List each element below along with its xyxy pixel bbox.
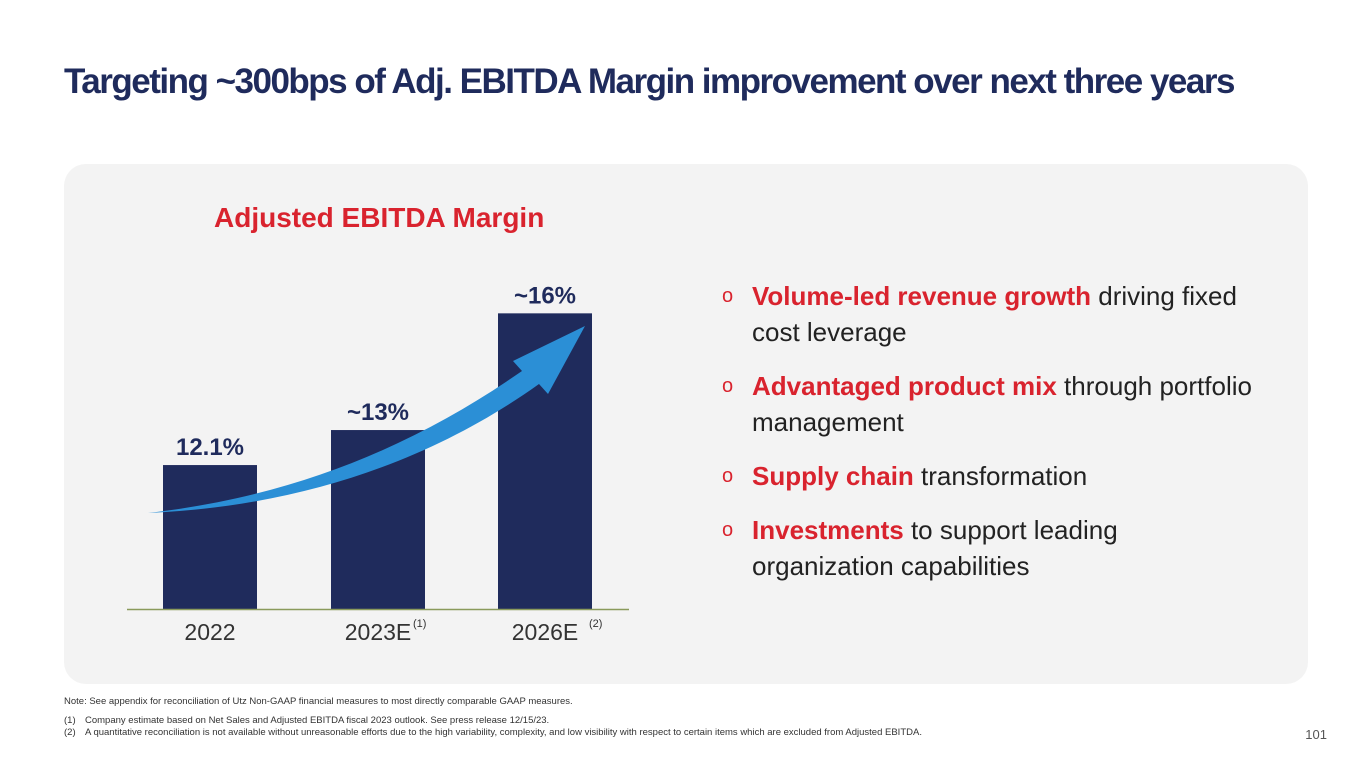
tick-label: 2026E — [512, 619, 579, 645]
bullet-text: driving fixed cost leverage — [752, 281, 1237, 347]
data-label: ~16% — [514, 282, 576, 309]
bullet-text: to support leading organization capabili… — [752, 515, 1118, 581]
bullet-highlight: Advantaged product mix — [752, 371, 1057, 401]
bullet-marker-icon: o — [722, 285, 734, 307]
tick-label: 2022 — [184, 619, 235, 645]
tick-superscript: (2) — [589, 618, 602, 630]
data-label: 12.1% — [176, 434, 244, 461]
footnote-text: A quantitative reconciliation is not ava… — [85, 727, 922, 738]
tick-superscript: (1) — [413, 618, 426, 630]
bullet-marker-icon: o — [722, 465, 734, 487]
footnote: (1) Company estimate based on Net Sales a… — [64, 715, 922, 727]
footnote-number: (2) — [64, 727, 76, 738]
page-number: 101 — [1305, 727, 1327, 742]
content-panel — [64, 164, 1308, 684]
footnotes: (1) Company estimate based on Net Sales a… — [64, 715, 922, 739]
tick-label: 2023E — [345, 619, 412, 645]
note-text: Note: See appendix for reconciliation of… — [64, 696, 573, 707]
footnote: (2) A quantitative reconciliation is not … — [64, 727, 922, 739]
bullet-marker-icon: o — [722, 519, 734, 541]
bullet-text: transformation — [913, 461, 1088, 491]
footnote-number: (1) — [64, 715, 76, 726]
footnote-text: Company estimate based on Net Sales and … — [85, 715, 550, 726]
bullet-list: o Volume-led revenue growth driving fixe… — [722, 278, 1262, 602]
bullet-item: o Supply chain transformation — [722, 458, 1262, 494]
slide-title: Targeting ~300bps of Adj. EBITDA Margin … — [64, 62, 1235, 101]
bullet-item: o Volume-led revenue growth driving fixe… — [722, 278, 1262, 350]
bullet-highlight: Volume-led revenue growth — [752, 281, 1092, 311]
bullet-item: o Investments to support leading organiz… — [722, 512, 1262, 584]
bullet-text: through portfolio management — [752, 371, 1252, 437]
bullet-highlight: Investments — [752, 515, 904, 545]
bullet-item: o Advantaged product mix through portfol… — [722, 368, 1262, 440]
bullet-marker-icon: o — [722, 375, 734, 397]
bar — [163, 465, 257, 609]
bullet-highlight: Supply chain — [752, 461, 914, 491]
data-label: ~13% — [347, 399, 409, 426]
chart-title: Adjusted EBITDA Margin — [214, 202, 545, 233]
